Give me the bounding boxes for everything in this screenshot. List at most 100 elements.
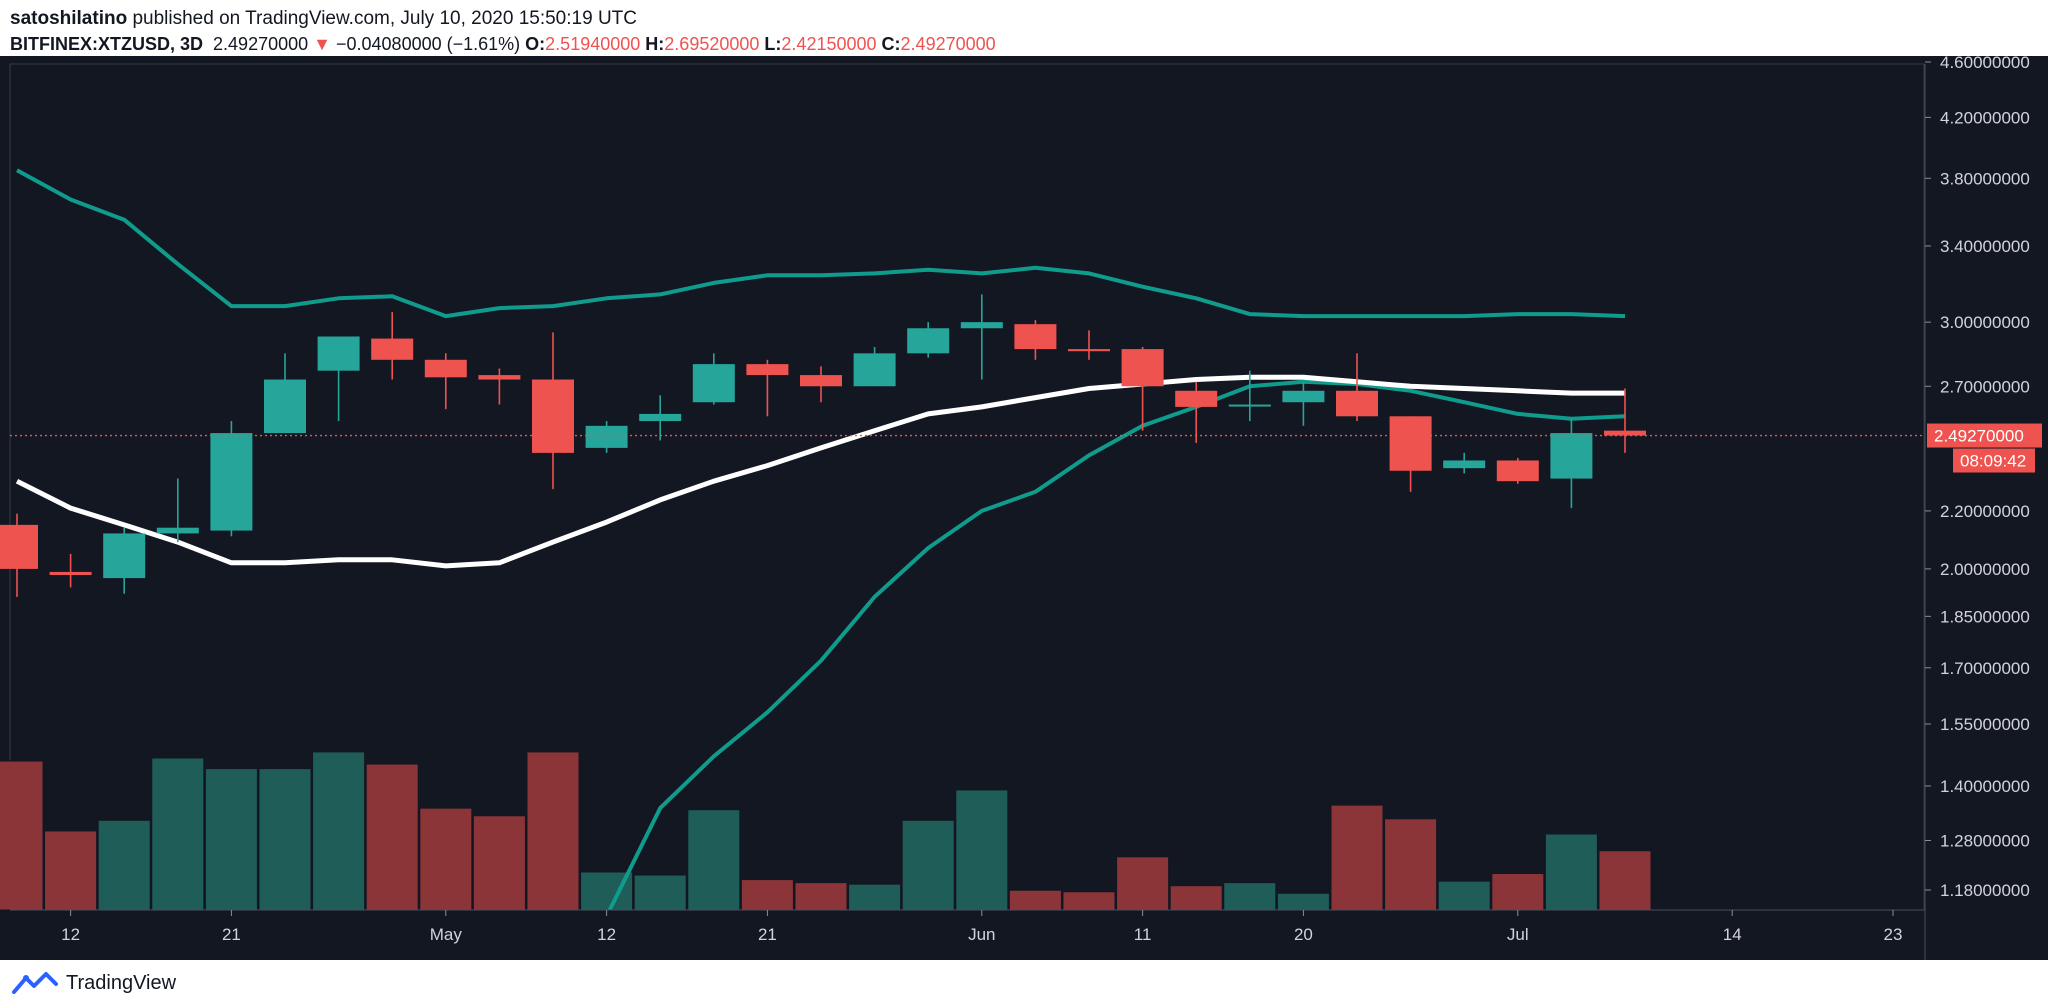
volume-bar — [1491, 873, 1545, 911]
volume-bar — [1330, 804, 1384, 911]
candle-body — [1389, 416, 1432, 471]
y-axis-label: 1.85000000 — [1940, 607, 2030, 626]
publish-info: published on TradingView.com, July 10, 2… — [132, 8, 637, 29]
candle-body — [1121, 349, 1164, 387]
candle — [424, 353, 467, 410]
candle-body — [1282, 390, 1325, 403]
candle-body — [478, 375, 521, 380]
y-axis-label: 4.20000000 — [1940, 108, 2030, 127]
down-arrow-icon: ▼ — [313, 34, 331, 54]
price-chart[interactable]: 5.000000004.600000004.200000003.80000000… — [0, 56, 2048, 960]
high-label: H: — [645, 34, 665, 54]
candle — [1550, 418, 1593, 509]
tradingview-logo[interactable]: TradingView — [12, 970, 176, 996]
volume-bar — [901, 819, 955, 911]
candle — [585, 421, 628, 453]
y-axis-label: 3.80000000 — [1940, 169, 2030, 188]
price-badge-value: 2.49270000 — [1934, 427, 2024, 446]
volume-bar — [955, 789, 1009, 911]
price-badge — [1927, 423, 2042, 448]
candle — [800, 366, 842, 403]
candle — [1496, 457, 1539, 484]
candle — [1282, 381, 1325, 426]
volume-bar — [1169, 885, 1223, 911]
open-value: 2.51940000 — [545, 34, 641, 54]
bollinger-lower-line — [607, 379, 1626, 910]
candle — [1389, 416, 1432, 492]
candle-body — [1014, 324, 1057, 350]
x-axis-label: 23 — [1884, 925, 1903, 944]
candle-body — [371, 338, 414, 360]
open-label: O: — [525, 34, 546, 54]
y-axis-label: 1.40000000 — [1940, 777, 2030, 796]
candle — [478, 368, 521, 405]
volume-bar — [312, 751, 366, 911]
low-value: 2.42150000 — [781, 34, 877, 54]
countdown-badge — [1953, 448, 2035, 473]
candle-body — [103, 533, 146, 579]
volume-bar — [1062, 891, 1116, 911]
volume-bar — [44, 830, 98, 911]
candle — [692, 353, 735, 405]
volume-bar — [794, 882, 848, 911]
x-axis-label: May — [430, 925, 463, 944]
volume-bar — [1223, 882, 1277, 911]
x-axis-label: 14 — [1723, 925, 1742, 944]
candle — [746, 359, 789, 417]
candle — [264, 353, 306, 434]
volume-bar — [1008, 889, 1062, 911]
candle-body — [960, 322, 1003, 329]
candle — [210, 421, 253, 537]
volume-bar — [633, 874, 687, 911]
symbol-label[interactable]: BITFINEX:XTZUSD, 3D — [10, 34, 204, 54]
x-axis-label: 21 — [222, 925, 241, 944]
candle — [907, 322, 950, 358]
volume-bar — [1544, 833, 1598, 911]
volume-bar — [204, 768, 258, 911]
candle — [1014, 320, 1057, 360]
candle — [1068, 330, 1110, 360]
low-label: L: — [764, 34, 782, 54]
candle — [532, 332, 574, 490]
candle-body — [532, 379, 574, 453]
candle-body — [1550, 433, 1593, 479]
candle — [317, 336, 360, 422]
y-axis-label: 2.00000000 — [1940, 560, 2030, 579]
candle-body — [1604, 430, 1646, 436]
publish-line: satoshilatino published on TradingView.c… — [10, 8, 637, 30]
candle-body — [1496, 460, 1539, 482]
candle — [1228, 370, 1271, 422]
y-axis-label: 3.40000000 — [1940, 237, 2030, 256]
author-name[interactable]: satoshilatino — [10, 8, 128, 29]
candle — [371, 312, 414, 380]
volume-bar — [0, 760, 44, 911]
x-axis-label: Jun — [968, 925, 995, 944]
tradingview-logo-icon — [12, 972, 58, 994]
volume-bar — [97, 819, 151, 911]
volume-bar — [848, 883, 902, 911]
y-axis-label: 2.20000000 — [1940, 502, 2030, 521]
volume-bar — [258, 768, 312, 911]
y-axis-label: 1.28000000 — [1940, 831, 2030, 850]
high-value: 2.69520000 — [664, 34, 760, 54]
volume-bar — [1437, 880, 1491, 911]
volume-bar — [687, 809, 741, 911]
ohlc-line: BITFINEX:XTZUSD, 3D 2.49270000 ▼ −0.0408… — [10, 34, 996, 55]
volume-bar — [1598, 850, 1652, 911]
chart-header: satoshilatino published on TradingView.c… — [0, 0, 2048, 56]
candle — [156, 478, 199, 543]
candle-body — [317, 336, 360, 371]
candle — [1443, 452, 1486, 474]
y-axis-label: 3.00000000 — [1940, 313, 2030, 332]
candle — [1121, 346, 1164, 431]
countdown-value: 08:09:42 — [1960, 452, 2026, 471]
volume-bar — [740, 879, 794, 911]
candle — [103, 527, 146, 594]
x-axis-label: 12 — [597, 925, 616, 944]
candle-body — [907, 328, 950, 354]
candle-body — [264, 379, 306, 434]
y-axis-label: 4.60000000 — [1940, 56, 2030, 72]
candle-body — [585, 425, 628, 448]
candle — [1175, 381, 1218, 443]
candle — [1336, 353, 1378, 422]
